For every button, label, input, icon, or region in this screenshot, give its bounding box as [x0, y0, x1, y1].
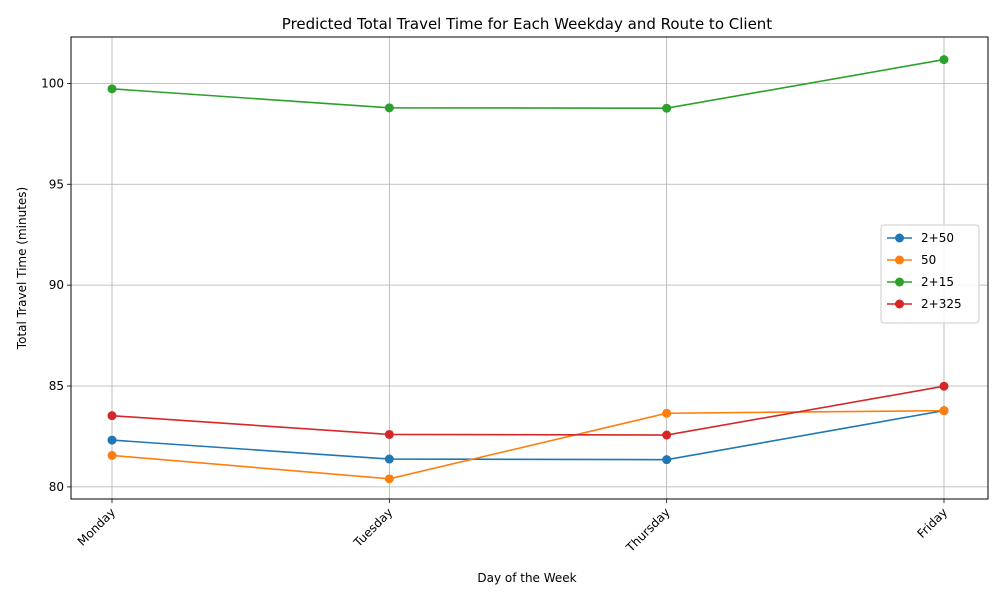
legend-marker: [895, 255, 904, 265]
y-axis-label: Total Travel Time (minutes): [15, 187, 29, 350]
data-point: [662, 455, 672, 465]
x-tick-label: Friday: [915, 505, 951, 541]
y-tick-label: 85: [49, 379, 64, 393]
data-point: [662, 408, 672, 418]
series-2-plus-325: [107, 381, 949, 440]
data-point: [107, 435, 117, 445]
y-tick-label: 90: [49, 278, 64, 292]
data-point: [107, 450, 117, 460]
x-tick-label: Thursday: [623, 505, 673, 555]
y-tick-label: 95: [49, 177, 64, 191]
chart-title: Predicted Total Travel Time for Each Wee…: [282, 15, 773, 33]
legend-item: 50: [887, 253, 936, 267]
series-2-plus-15: [107, 55, 949, 113]
legend: 2+50 50 2+15 2+325: [880, 224, 980, 324]
series-line: [111, 58, 945, 110]
legend-label: 2+325: [921, 297, 962, 311]
data-point: [939, 55, 949, 65]
x-tick-label: Monday: [75, 505, 118, 548]
y-tick-label: 100: [41, 76, 64, 90]
series-line: [111, 385, 945, 436]
data-point: [384, 454, 394, 464]
legend-label: 50: [921, 253, 936, 267]
axes: Monday Tuesday Thursday Friday 80 85 90 95 100: [41, 76, 950, 555]
legend-marker: [895, 233, 904, 243]
legend-item: 2+15: [887, 275, 954, 289]
series-50: [107, 406, 949, 484]
legend-label: 2+15: [921, 275, 954, 289]
legend-item: 2+50: [887, 231, 954, 245]
data-point: [107, 411, 117, 421]
legend-item: 2+325: [887, 297, 962, 311]
legend-marker: [895, 277, 904, 287]
series-layer: [107, 55, 949, 484]
data-point: [384, 429, 394, 439]
series-2-plus-50: [107, 406, 949, 465]
legend-label: 2+50: [921, 231, 954, 245]
data-point: [662, 430, 672, 440]
legend-marker: [895, 299, 904, 309]
data-point: [107, 84, 117, 94]
x-tick-label: Tuesday: [350, 505, 395, 550]
data-point: [939, 406, 949, 416]
y-tick-label: 80: [49, 480, 64, 494]
grid-lines: [71, 37, 988, 499]
series-line: [111, 409, 945, 461]
x-axis-label: Day of the Week: [477, 571, 576, 585]
legend-box: [880, 224, 980, 324]
data-point: [662, 103, 672, 113]
data-point: [939, 381, 949, 391]
data-point: [384, 474, 394, 484]
plot-frame: [70, 36, 989, 500]
series-line: [111, 409, 945, 480]
data-point: [384, 103, 394, 113]
